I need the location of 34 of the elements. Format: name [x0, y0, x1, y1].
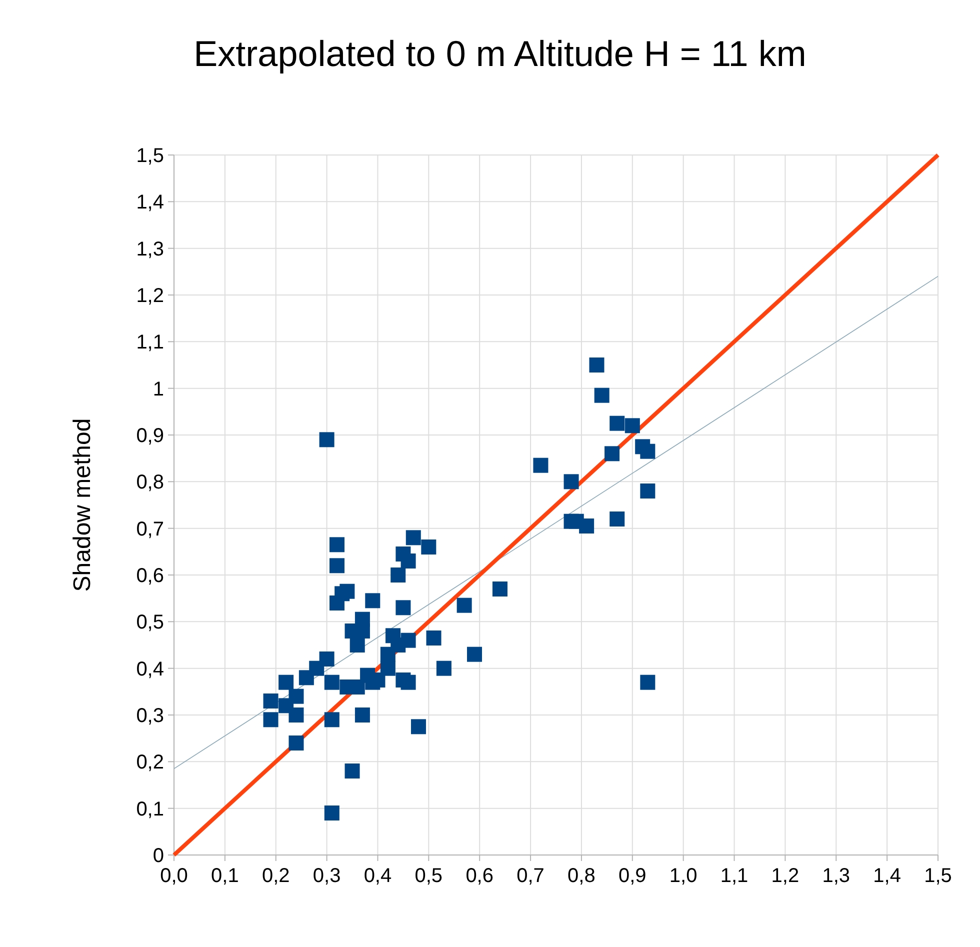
x-tick-label: 1,1: [720, 865, 748, 887]
x-tick-label: 0,7: [516, 865, 544, 887]
chart-title: Extrapolated to 0 m Altitude H = 11 km: [194, 33, 806, 74]
x-tick-label: 0,6: [466, 865, 494, 887]
x-tick-label: 0,1: [211, 865, 239, 887]
x-tick-label: 1,5: [924, 865, 952, 887]
x-tick-label: 0,9: [618, 865, 646, 887]
x-tick-label: 0,5: [414, 865, 443, 887]
y-tick-label: 0,6: [136, 565, 164, 587]
x-tick-label: 1,3: [822, 865, 850, 887]
y-tick-label: 0,9: [136, 425, 164, 447]
y-tick-label: 0,2: [136, 752, 164, 774]
x-tick-label: 1,4: [873, 865, 901, 887]
y-tick-label: 0,5: [136, 612, 164, 634]
y-tick-label: 0,3: [136, 705, 164, 727]
x-tick-label: 1,2: [771, 865, 800, 887]
y-tick-label: 1,4: [136, 192, 164, 214]
x-tick-label: 0,0: [160, 865, 188, 887]
x-tick-label: 0,8: [568, 865, 596, 887]
y-tick-label: 1: [152, 378, 164, 400]
y-tick-label: 0,8: [136, 472, 164, 494]
y-tick-label: 1,3: [136, 238, 164, 260]
y-tick-label: 1,2: [136, 285, 164, 307]
y-tick-label: 0,1: [136, 798, 164, 820]
y-tick-label: 1,5: [136, 145, 164, 167]
y-tick-label: 0: [152, 845, 164, 867]
x-tick-label: 0,4: [364, 865, 392, 887]
y-axis-title: Shadow method: [69, 418, 96, 592]
x-tick-label: 0,2: [262, 865, 290, 887]
x-tick-label: 1,0: [669, 865, 698, 887]
y-tick-label: 0,7: [136, 518, 164, 540]
y-tick-label: 0,4: [136, 658, 164, 680]
y-tick-label: 1,1: [136, 332, 164, 354]
x-tick-label: 0,3: [312, 865, 341, 887]
